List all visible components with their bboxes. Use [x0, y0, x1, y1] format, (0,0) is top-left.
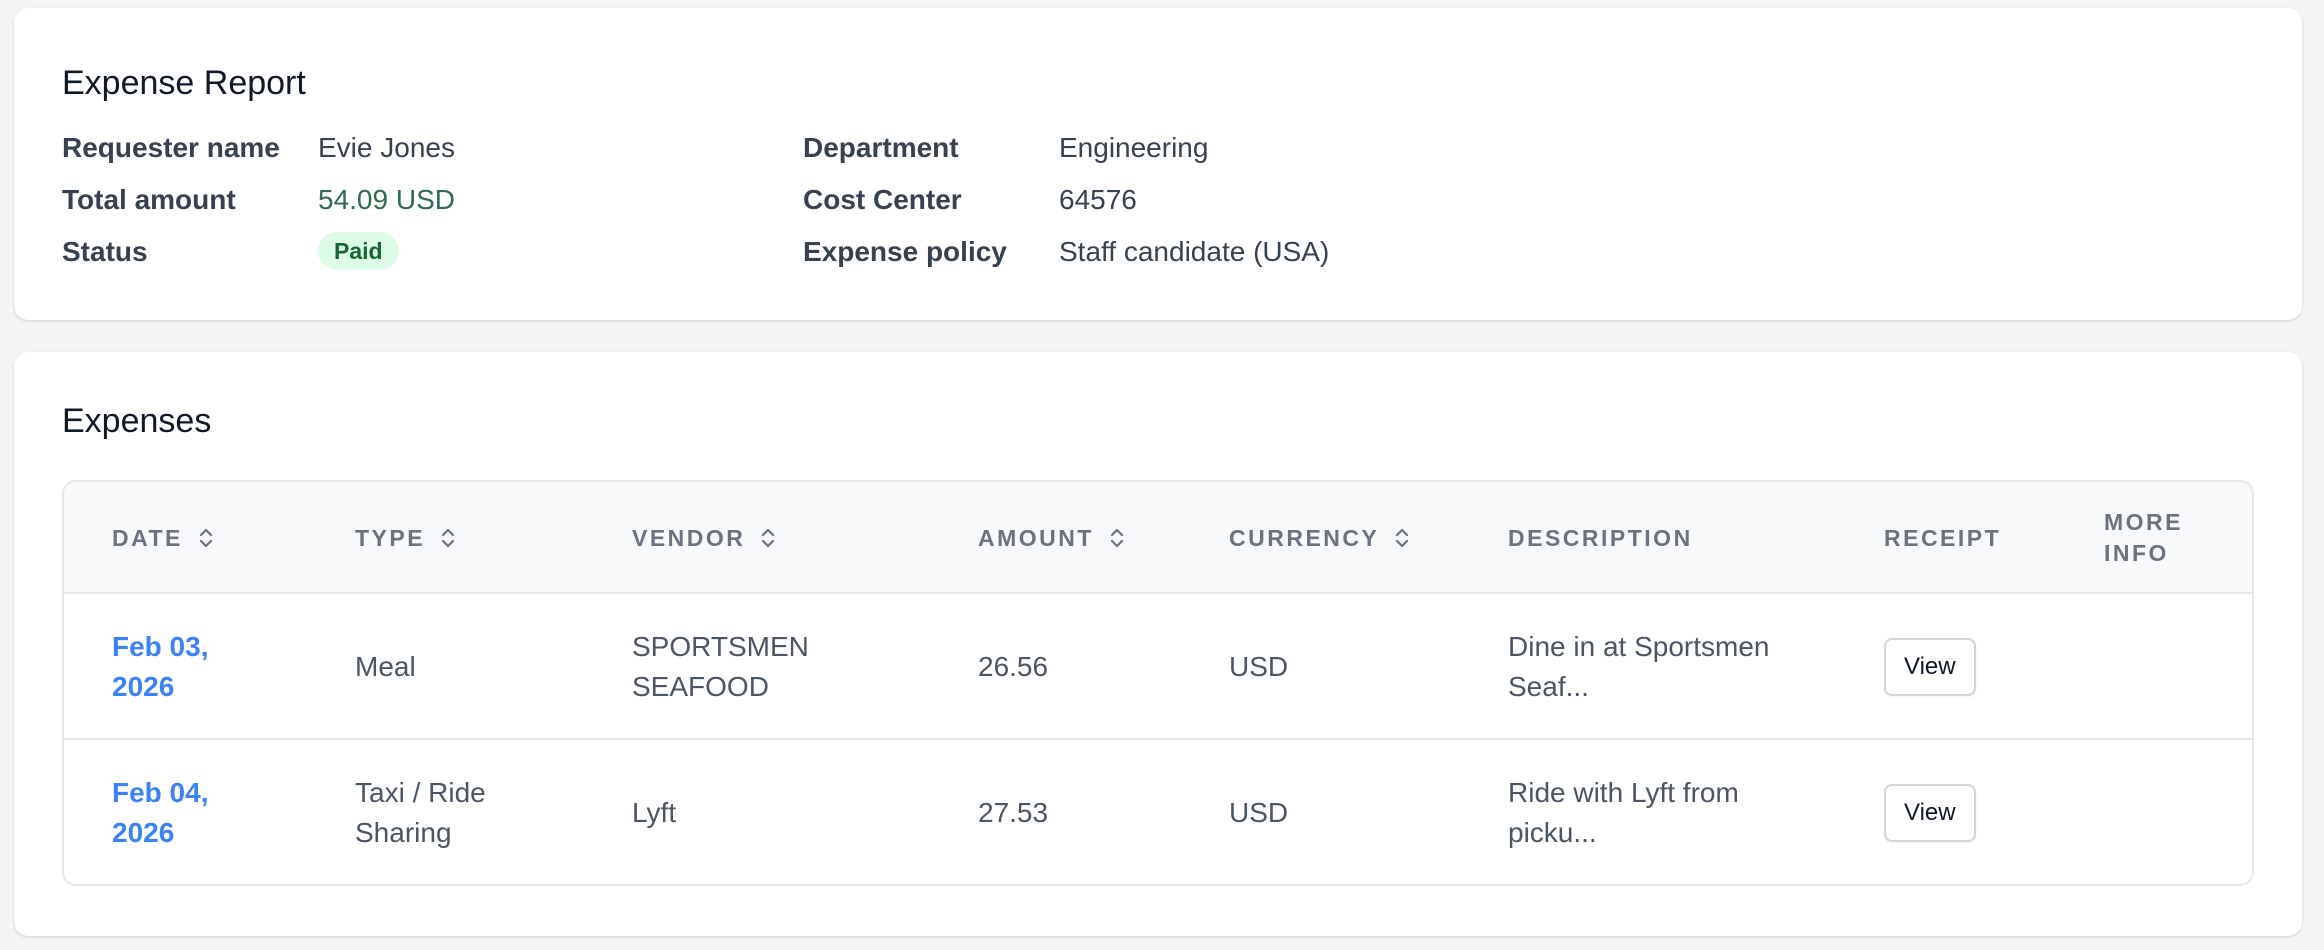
cost-center-value: 64576	[1059, 184, 1137, 215]
total-amount-value: 54.09 USD	[318, 184, 455, 215]
page-title: Expense Report	[62, 64, 306, 102]
status-badge: Paid	[318, 232, 399, 270]
column-header-amount-label: AMOUNT	[978, 524, 1094, 551]
receipt-cell: View	[1884, 740, 1976, 884]
expense-vendor: SPORTSMEN SEAFOOD	[632, 594, 809, 740]
column-header-receipt: RECEIPT	[1884, 482, 2001, 594]
expense-currency: USD	[1229, 797, 1289, 828]
requester-name-value: Evie Jones	[318, 132, 455, 163]
expense-currency: USD	[1229, 651, 1289, 682]
expense-date-link[interactable]: Feb 04, 2026	[112, 740, 209, 884]
column-header-description: DESCRIPTION	[1508, 482, 1693, 594]
column-header-more-info: MORE INFO	[2104, 482, 2183, 594]
sort-icon[interactable]	[759, 524, 777, 552]
expense-policy-value: Staff candidate (USA)	[1059, 236, 1330, 267]
expense-description-line1: Dine in at Sportsmen	[1508, 631, 1770, 662]
expense-vendor: Lyft	[632, 740, 677, 884]
expense-type-line2: Sharing	[355, 817, 452, 848]
expense-description-line1: Ride with Lyft from	[1508, 777, 1739, 808]
column-header-amount[interactable]: AMOUNT	[978, 482, 1126, 594]
expense-description-line2: picku...	[1508, 817, 1597, 848]
department-value: Engineering	[1059, 132, 1209, 163]
sort-icon[interactable]	[197, 524, 215, 552]
table-header: DATE TYPE VENDOR AMOUNT	[64, 482, 2252, 594]
table-row: Feb 04, 2026 Taxi / Ride Sharing Lyft 27…	[64, 740, 2252, 884]
expenses-card: Expenses DATE TYPE VENDOR	[14, 352, 2302, 936]
column-header-type[interactable]: TYPE	[355, 482, 457, 594]
expense-vendor-line1: Lyft	[632, 797, 677, 828]
sort-icon[interactable]	[1393, 524, 1411, 552]
expense-type-line1: Meal	[355, 651, 416, 682]
expenses-title: Expenses	[62, 402, 212, 440]
expense-description: Dine in at Sportsmen Seaf...	[1508, 594, 1769, 740]
expense-vendor-line2: SEAFOOD	[632, 671, 769, 702]
column-header-type-label: TYPE	[355, 524, 426, 551]
table-row: Feb 03, 2026 Meal SPORTSMEN SEAFOOD 26.5…	[64, 594, 2252, 740]
expense-amount: 27.53	[978, 797, 1049, 828]
expense-type: Taxi / Ride Sharing	[355, 740, 486, 884]
column-header-date[interactable]: DATE	[112, 482, 215, 594]
expenses-table: DATE TYPE VENDOR AMOUNT	[62, 480, 2254, 886]
cost-center-label: Cost Center	[803, 184, 962, 215]
expense-date-line1: Feb 03,	[112, 631, 209, 662]
status-label: Status	[62, 236, 148, 267]
expense-date-link[interactable]: Feb 03, 2026	[112, 594, 208, 740]
column-header-vendor[interactable]: VENDOR	[632, 482, 777, 594]
expense-vendor-line1: SPORTSMEN	[632, 631, 809, 662]
expense-date-line2: 2026	[112, 671, 175, 702]
view-receipt-button[interactable]: View	[1884, 638, 1976, 696]
expense-date-line2: 2026	[112, 817, 175, 848]
expense-date-line1: Feb 04,	[112, 777, 209, 808]
column-header-receipt-label: RECEIPT	[1884, 524, 2002, 551]
total-amount-label: Total amount	[62, 184, 236, 215]
expense-type-line1: Taxi / Ride	[355, 777, 486, 808]
column-header-description-label: DESCRIPTION	[1508, 524, 1693, 551]
column-header-more-info-line1: MORE	[2104, 509, 2183, 535]
department-label: Department	[803, 132, 959, 163]
expense-amount: 26.56	[978, 651, 1049, 682]
column-header-currency[interactable]: CURRENCY	[1229, 482, 1411, 594]
requester-name-label: Requester name	[62, 132, 280, 163]
sort-icon[interactable]	[1108, 524, 1126, 552]
expense-policy-label: Expense policy	[803, 236, 1007, 267]
expense-description-line2: Seaf...	[1508, 671, 1589, 702]
sort-icon[interactable]	[439, 524, 457, 552]
column-header-currency-label: CURRENCY	[1229, 524, 1380, 551]
expense-report-card: Expense Report Requester name Evie Jones…	[14, 8, 2302, 320]
column-header-vendor-label: VENDOR	[632, 524, 746, 551]
column-header-date-label: DATE	[112, 524, 183, 551]
receipt-cell: View	[1884, 594, 1976, 740]
expense-type: Meal	[355, 594, 416, 740]
view-receipt-button[interactable]: View	[1884, 784, 1976, 842]
expense-description: Ride with Lyft from picku...	[1508, 740, 1739, 884]
column-header-more-info-line2: INFO	[2104, 540, 2169, 566]
